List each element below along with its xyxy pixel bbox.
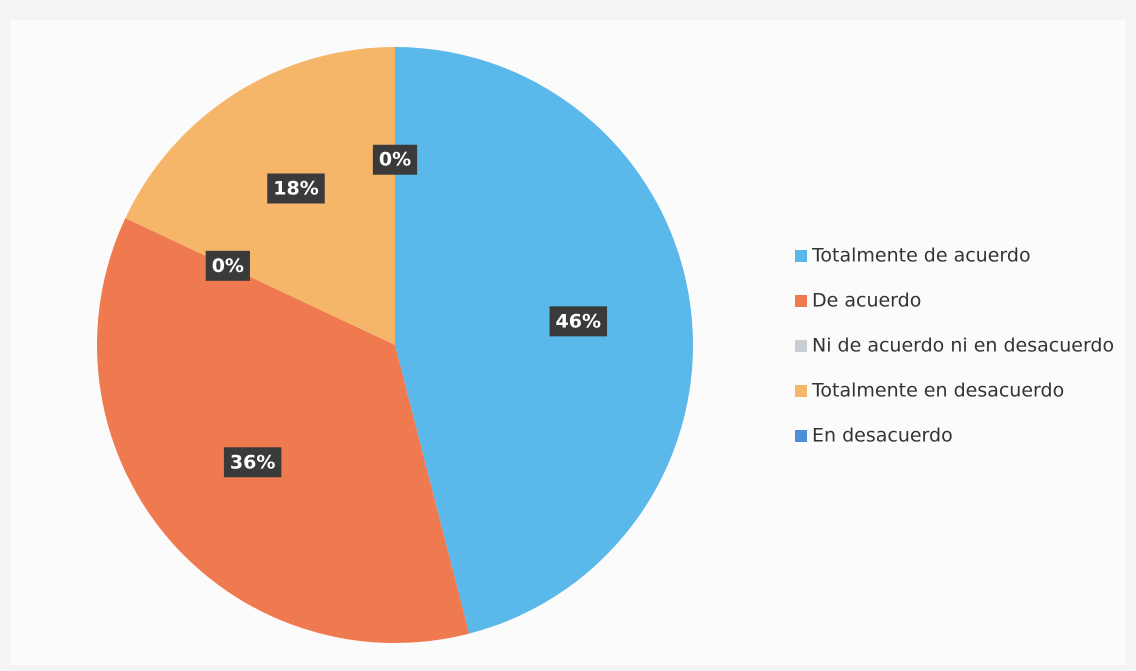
data-label-bg [223, 447, 282, 478]
pie-slice [96, 218, 470, 643]
legend-swatch [795, 250, 807, 262]
data-label-text: 36% [230, 451, 275, 473]
legend-label: En desacuerdo [812, 425, 953, 447]
data-label: 0% [205, 250, 250, 281]
data-label-text: 46% [556, 310, 601, 332]
data-label-bg [372, 144, 418, 175]
data-label: 18% [267, 173, 325, 204]
legend-swatch [795, 340, 807, 352]
data-label-bg [549, 306, 608, 337]
legend-label: De acuerdo [812, 290, 921, 312]
data-label-bg [205, 250, 250, 281]
legend-label: Ni de acuerdo ni en desacuerdo [812, 335, 1114, 357]
legend-swatch [795, 430, 807, 442]
legend-label: Totalmente en desacuerdo [811, 380, 1064, 402]
data-label: 0% [372, 144, 418, 175]
data-label: 36% [223, 447, 282, 478]
data-label-text: 18% [273, 178, 318, 200]
data-label-text: 0% [212, 255, 244, 277]
legend-label: Totalmente de acuerdo [811, 245, 1031, 267]
pie-slice [125, 47, 395, 345]
pie-slice [395, 47, 693, 634]
data-label-text: 0% [379, 149, 411, 171]
data-label-bg [267, 173, 325, 204]
legend-swatch [795, 385, 807, 397]
data-label: 46% [549, 306, 608, 337]
legend-swatch [795, 295, 807, 307]
